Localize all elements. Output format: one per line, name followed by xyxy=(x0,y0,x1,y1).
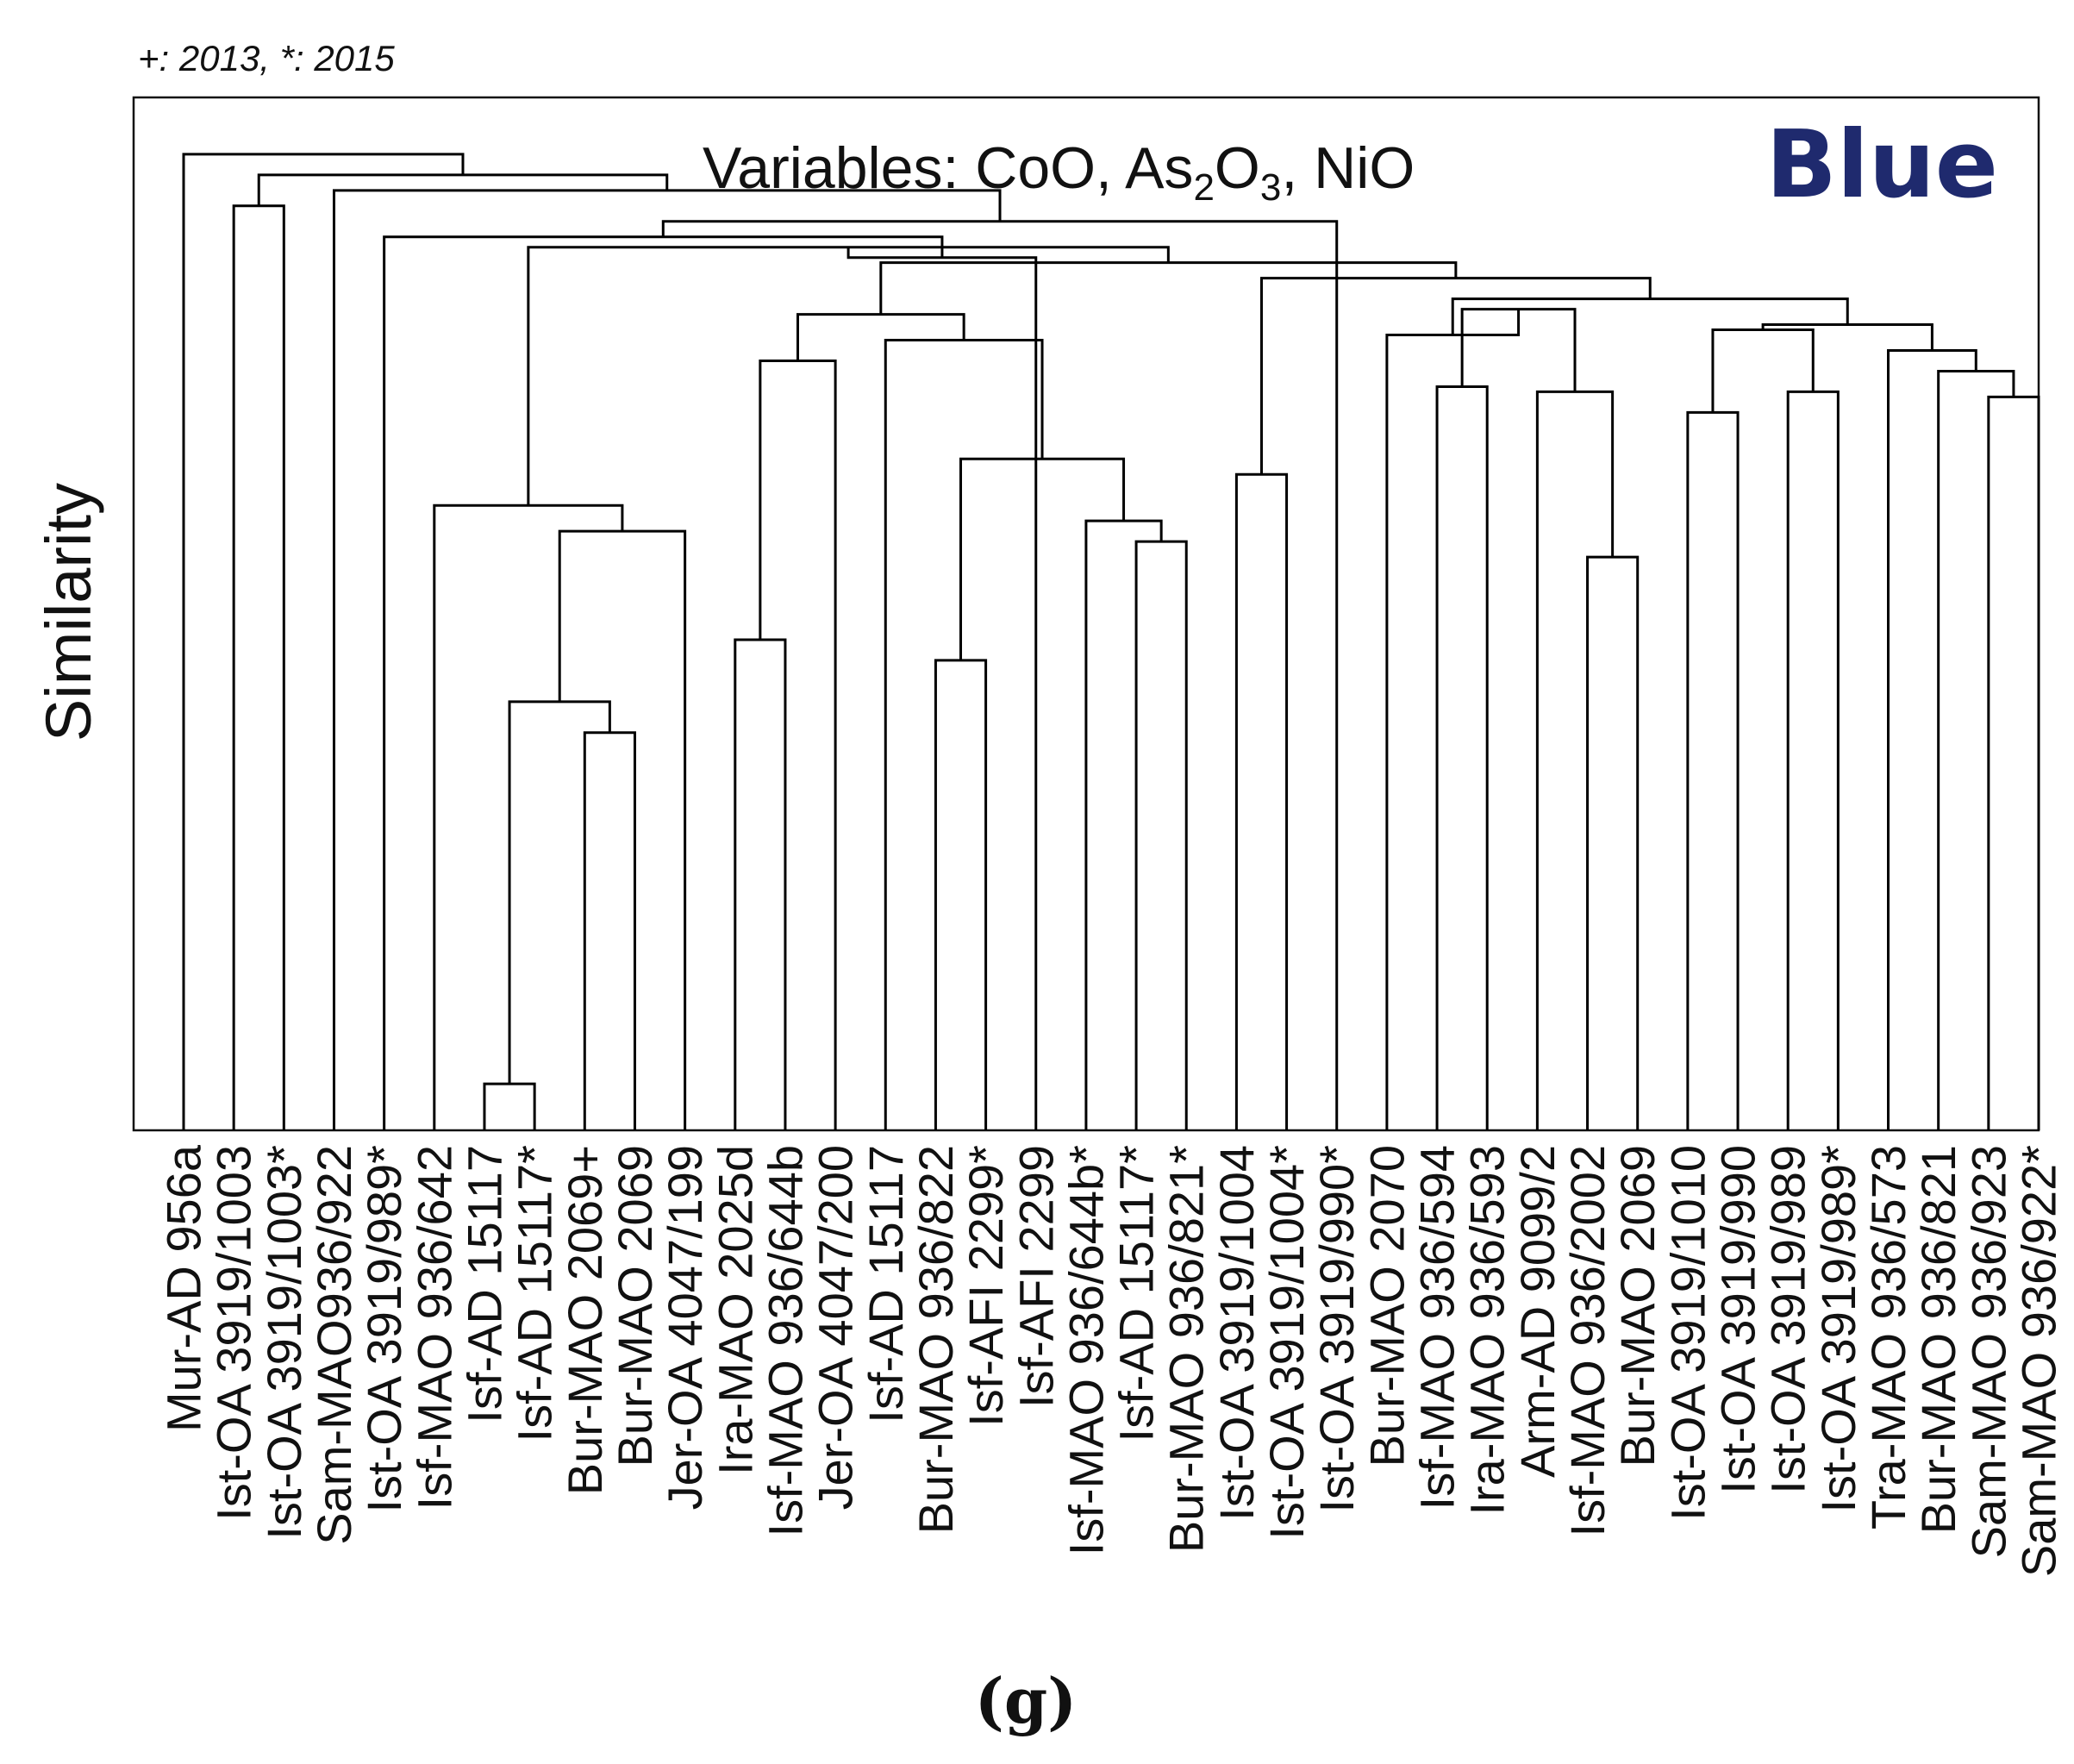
leaf-label: Ist-OA 3919/989* xyxy=(357,1145,411,1513)
leaf-label: Ist-OA 3919/1004* xyxy=(1259,1145,1314,1540)
dendrogram-link xyxy=(1887,349,1977,1130)
dendrogram-link xyxy=(558,529,687,1130)
panel-label: (g) xyxy=(975,1664,1077,1737)
dendrogram-link xyxy=(1786,390,1840,1130)
dendrogram-link xyxy=(1385,309,1521,1130)
leaf-label: Sam-MAO 936/923 xyxy=(1961,1145,2015,1558)
leaf-label: Bur-MAO 2070 xyxy=(1359,1145,1414,1467)
dendrogram-link xyxy=(959,457,1126,660)
leaf-label: Ira-MAO 2025d xyxy=(708,1145,762,1475)
leaf-label: Ist-OA 3919/990* xyxy=(1309,1145,1364,1513)
dendrogram-link xyxy=(796,313,965,361)
dendrogram-link xyxy=(934,659,988,1130)
dendrogram-link xyxy=(527,246,1170,506)
leaf-label: Isf-AFI 2299* xyxy=(959,1145,1013,1427)
leaf-label: Jer-OA 4047/199 xyxy=(658,1145,712,1510)
leaf-label: Isf-AD 15117* xyxy=(508,1145,562,1442)
dendrogram-link xyxy=(846,247,1038,1130)
dendrogram-link xyxy=(433,504,624,1130)
dendrogram-link xyxy=(232,204,285,1130)
leaf-label: Isf-MAO 936/644b xyxy=(758,1145,812,1536)
chart-title: Variables: CoO, As2O3, NiO xyxy=(703,135,1415,209)
leaf-label: Ist-OA 3919/1004 xyxy=(1209,1145,1264,1521)
leaf-label: Ist-OA 3919/1010 xyxy=(1660,1145,1715,1521)
dendrogram-link xyxy=(1134,540,1188,1130)
leaf-label: Bur-MAO 936/821 xyxy=(1911,1145,1965,1534)
dendrogram-link xyxy=(583,731,636,1130)
y-axis-label: Similarity xyxy=(33,483,104,741)
dendrogram-link xyxy=(1435,385,1489,1130)
leaf-label: Jer-OA 4047/200 xyxy=(809,1145,863,1510)
leaf-label: Bur-MAO 936/822 xyxy=(909,1145,963,1534)
leaf-label: Isf-MAO 936/2002 xyxy=(1560,1145,1615,1536)
dendrogram-link xyxy=(1686,410,1740,1130)
leaf-label: Isf-AD 15117 xyxy=(457,1145,511,1423)
leaf-label: Bur-MAO 936/821* xyxy=(1159,1145,1214,1553)
dendrogram-link xyxy=(1535,390,1615,1130)
leaf-label: Isf-AD 15117 xyxy=(859,1145,913,1423)
dendrogram-link xyxy=(1987,395,2040,1130)
leaf-label: Bur-MAO 2069+ xyxy=(558,1145,612,1495)
leaf-label: Ira-MAO 936/593 xyxy=(1460,1145,1515,1516)
leaf-label: Tra-MAO 936/573 xyxy=(1861,1145,1915,1529)
dendrogram-link xyxy=(508,700,611,1085)
leaf-label: Isf-AFI 2299 xyxy=(1009,1145,1063,1408)
leaf-label: Arm-AD 9099/2 xyxy=(1510,1145,1565,1478)
dendrogram-link xyxy=(1234,472,1289,1130)
leaf-label: Ist-OA 3919/989* xyxy=(1811,1145,1865,1513)
leaf-label: Ist-OA 3919/1003* xyxy=(257,1145,311,1540)
leaf-label: Ist-OA 3919/1003 xyxy=(207,1145,261,1521)
leaf-label: Bur-MAO 2069 xyxy=(1610,1145,1665,1467)
dendrogram-link xyxy=(182,153,465,1130)
dendrogram-link xyxy=(1084,519,1163,1130)
dendrogram-link xyxy=(1711,328,1815,413)
leaf-label: Sam-MAO936/922 xyxy=(307,1145,361,1545)
leaf-label: Isf-MAO 936/644b* xyxy=(1059,1145,1113,1555)
dendrogram-link xyxy=(1586,555,1640,1130)
leaf-label: Isf-MAO 936/594 xyxy=(1410,1145,1465,1510)
dendrogram-link xyxy=(483,1082,536,1130)
leaf-label: Mur-AD 956a xyxy=(157,1144,211,1432)
dendrogram-link xyxy=(1937,369,2015,1130)
year-legend-note: +: 2013, *: 2015 xyxy=(138,38,395,78)
leaf-label: Ist-OA 3919/989 xyxy=(1761,1145,1815,1494)
leaf-label: Ist-OA 3919/990 xyxy=(1711,1145,1765,1494)
dendrogram-links xyxy=(182,153,2040,1130)
dendrogram-link xyxy=(383,235,944,1130)
dendrogram-link xyxy=(759,359,837,1130)
dendrogram-link xyxy=(1259,277,1652,475)
color-tag-label: Blue xyxy=(1766,111,1998,219)
leaf-label: Isf-AD 15117* xyxy=(1109,1145,1164,1442)
leaf-label: Sam-MAO 936/922* xyxy=(2012,1145,2066,1577)
dendrogram-link xyxy=(879,261,1458,315)
dendrogram-link xyxy=(734,638,787,1130)
leaf-label: Isf-MAO 936/642 xyxy=(407,1145,461,1510)
leaf-label: Bur-MAO 2069 xyxy=(608,1145,662,1467)
